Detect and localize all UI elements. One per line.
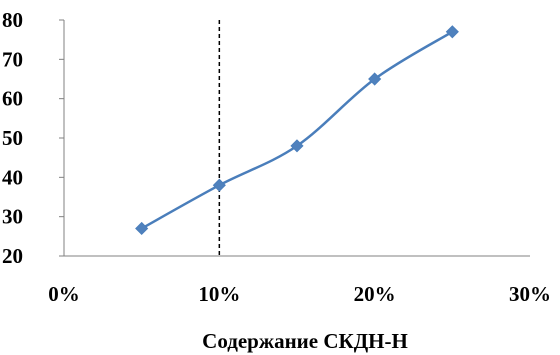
y-tick-label: 40 xyxy=(2,165,23,189)
y-axis-ticks xyxy=(59,19,64,257)
x-tick-label: 30% xyxy=(509,282,551,306)
y-tick-label: 80 xyxy=(2,8,23,32)
x-tick-label: 20% xyxy=(354,282,396,306)
data-point-marker xyxy=(445,25,459,39)
series-line xyxy=(141,30,453,230)
data-point-marker xyxy=(290,139,304,153)
y-tick-label: 70 xyxy=(2,47,23,71)
x-tick-label: 10% xyxy=(198,282,240,306)
y-axis-tick-labels: 20 30 40 50 60 70 80 xyxy=(2,8,23,268)
x-tick-label: 0% xyxy=(48,282,80,306)
data-point-marker xyxy=(368,72,382,86)
y-tick-label: 30 xyxy=(2,205,23,229)
data-point-marker xyxy=(212,178,226,192)
x-axis-title: Содержание СКДН-Н xyxy=(202,329,408,353)
y-tick-label: 60 xyxy=(2,87,23,111)
series-group xyxy=(135,25,459,236)
x-axis-tick-labels: 0% 10% 20% 30% xyxy=(48,282,551,306)
y-tick-label: 20 xyxy=(2,244,23,268)
data-point-marker xyxy=(135,221,149,236)
y-tick-label: 50 xyxy=(2,126,23,150)
